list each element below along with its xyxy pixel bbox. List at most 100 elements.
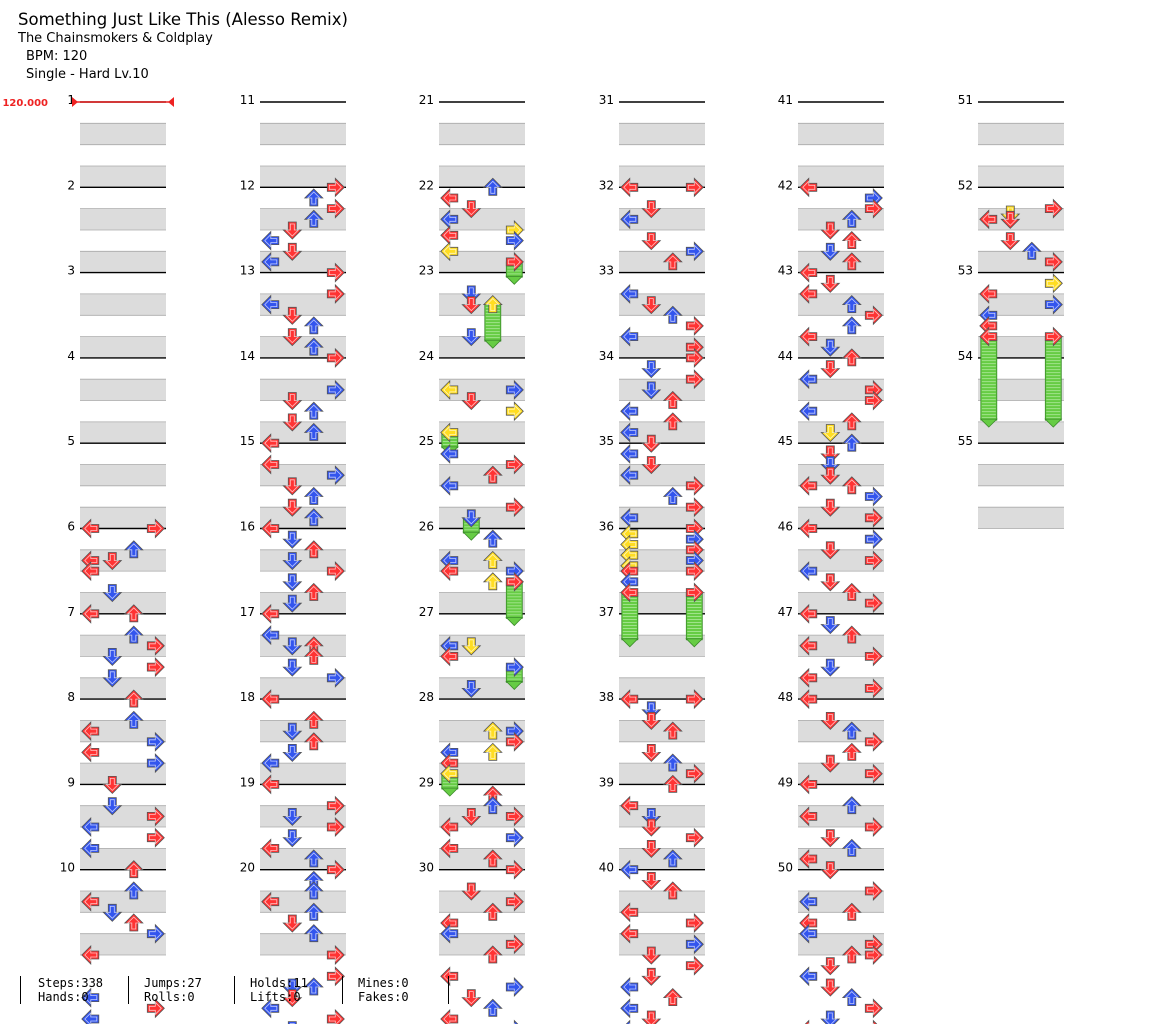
down-arrow-note <box>282 552 303 571</box>
arrow-highlight <box>687 350 701 365</box>
arrow-highlight <box>285 660 300 674</box>
arrow-highlight <box>644 948 659 962</box>
arrow-highlight <box>823 447 838 461</box>
arrow-highlight <box>264 521 278 536</box>
beat-band <box>798 208 884 230</box>
stat-lifts: Lifts:0 <box>250 990 301 1004</box>
arrow-shape <box>685 177 704 198</box>
beat-band <box>80 891 166 913</box>
up-arrow-note <box>303 486 324 505</box>
arrow-shape <box>282 498 303 517</box>
arrow-shape <box>864 198 883 219</box>
arrow-highlight <box>802 852 816 866</box>
arrow-highlight <box>443 191 457 205</box>
arrow-highlight <box>844 319 859 333</box>
up-arrow-note <box>482 572 503 591</box>
arrow-shape <box>505 230 524 251</box>
arrow-shape <box>799 369 818 390</box>
left-arrow-note <box>261 518 280 539</box>
arrow-highlight <box>844 212 859 226</box>
arrow-shape <box>261 625 280 646</box>
arrow-shape <box>81 603 100 624</box>
arrow-highlight <box>464 682 479 695</box>
arrow-shape <box>620 422 639 443</box>
down-arrow-note <box>282 573 303 592</box>
left-arrow-note <box>620 1019 639 1024</box>
arrow-shape <box>303 646 324 665</box>
right-arrow-note <box>146 753 165 774</box>
down-arrow-note <box>820 456 841 475</box>
down-arrow-note <box>820 274 841 293</box>
arrow-shape <box>820 978 841 997</box>
arrow-shape <box>505 1019 524 1024</box>
arrow-shape <box>820 541 841 560</box>
arrow-highlight <box>866 596 880 611</box>
up-arrow-note <box>303 422 324 441</box>
left-arrow-note <box>440 838 459 859</box>
arrow-highlight <box>823 340 838 354</box>
arrow-shape <box>123 913 144 932</box>
right-arrow-note <box>685 934 704 955</box>
arrow-highlight <box>84 948 98 962</box>
arrow-highlight <box>665 489 680 503</box>
arrow-highlight <box>84 894 98 909</box>
arrow-highlight <box>328 820 342 834</box>
arrow-highlight <box>306 212 321 226</box>
arrow-shape <box>282 552 303 571</box>
arrow-shape <box>303 188 324 207</box>
arrow-shape <box>620 902 639 923</box>
up-arrow-note <box>841 988 862 1006</box>
beat-band <box>619 549 705 572</box>
arrow-shape <box>662 721 683 740</box>
arrow-highlight <box>443 766 457 781</box>
arrow-highlight <box>844 255 859 269</box>
arrow-shape <box>820 221 841 240</box>
down-arrow-note <box>282 978 303 997</box>
up-arrow-note <box>303 710 324 729</box>
up-arrow-note <box>303 977 324 996</box>
measure-number: 37 <box>599 605 614 619</box>
beat-band <box>619 891 705 913</box>
arrow-highlight <box>285 575 300 589</box>
left-arrow-note <box>261 689 280 710</box>
arrow-highlight <box>306 543 321 557</box>
arrow-shape <box>1044 326 1063 347</box>
arrow-highlight <box>443 446 457 461</box>
arrow-shape <box>282 722 303 741</box>
beat-band <box>260 635 346 657</box>
arrow-highlight <box>623 446 637 461</box>
measure-number: 20 <box>240 861 255 875</box>
arrow-highlight <box>802 606 816 621</box>
arrow-shape <box>662 305 683 324</box>
arrow-shape <box>505 806 524 827</box>
measure-number: 33 <box>599 264 614 278</box>
measure-number: 26 <box>419 520 434 534</box>
arrow-shape <box>81 838 100 859</box>
down-arrow-note <box>820 338 841 357</box>
arrow-highlight <box>507 233 521 248</box>
up-arrow-note <box>303 646 324 665</box>
down-arrow-note <box>820 957 841 976</box>
measure-number: 3 <box>67 264 75 278</box>
beat-band <box>80 464 166 486</box>
right-arrow-note <box>685 315 704 336</box>
arrow-highlight <box>264 1001 278 1016</box>
arrow-highlight <box>285 500 300 514</box>
right-arrow-note <box>326 561 345 582</box>
down-arrow-note <box>282 637 303 656</box>
measure-number: 11 <box>240 93 255 107</box>
up-arrow-note <box>123 710 144 729</box>
down-arrow-note <box>461 285 482 304</box>
down-arrow-note <box>282 242 303 261</box>
arrow-shape <box>461 296 482 315</box>
up-arrow-note <box>482 796 503 815</box>
arrow-shape <box>505 827 524 848</box>
arrow-shape <box>799 177 818 198</box>
left-arrow-note <box>440 379 459 400</box>
arrow-shape <box>620 998 639 1019</box>
arrow-highlight <box>866 510 880 525</box>
left-arrow-note <box>440 763 459 784</box>
left-arrow-note <box>81 561 100 582</box>
arrow-shape <box>841 838 862 857</box>
down-arrow-note <box>282 829 303 848</box>
